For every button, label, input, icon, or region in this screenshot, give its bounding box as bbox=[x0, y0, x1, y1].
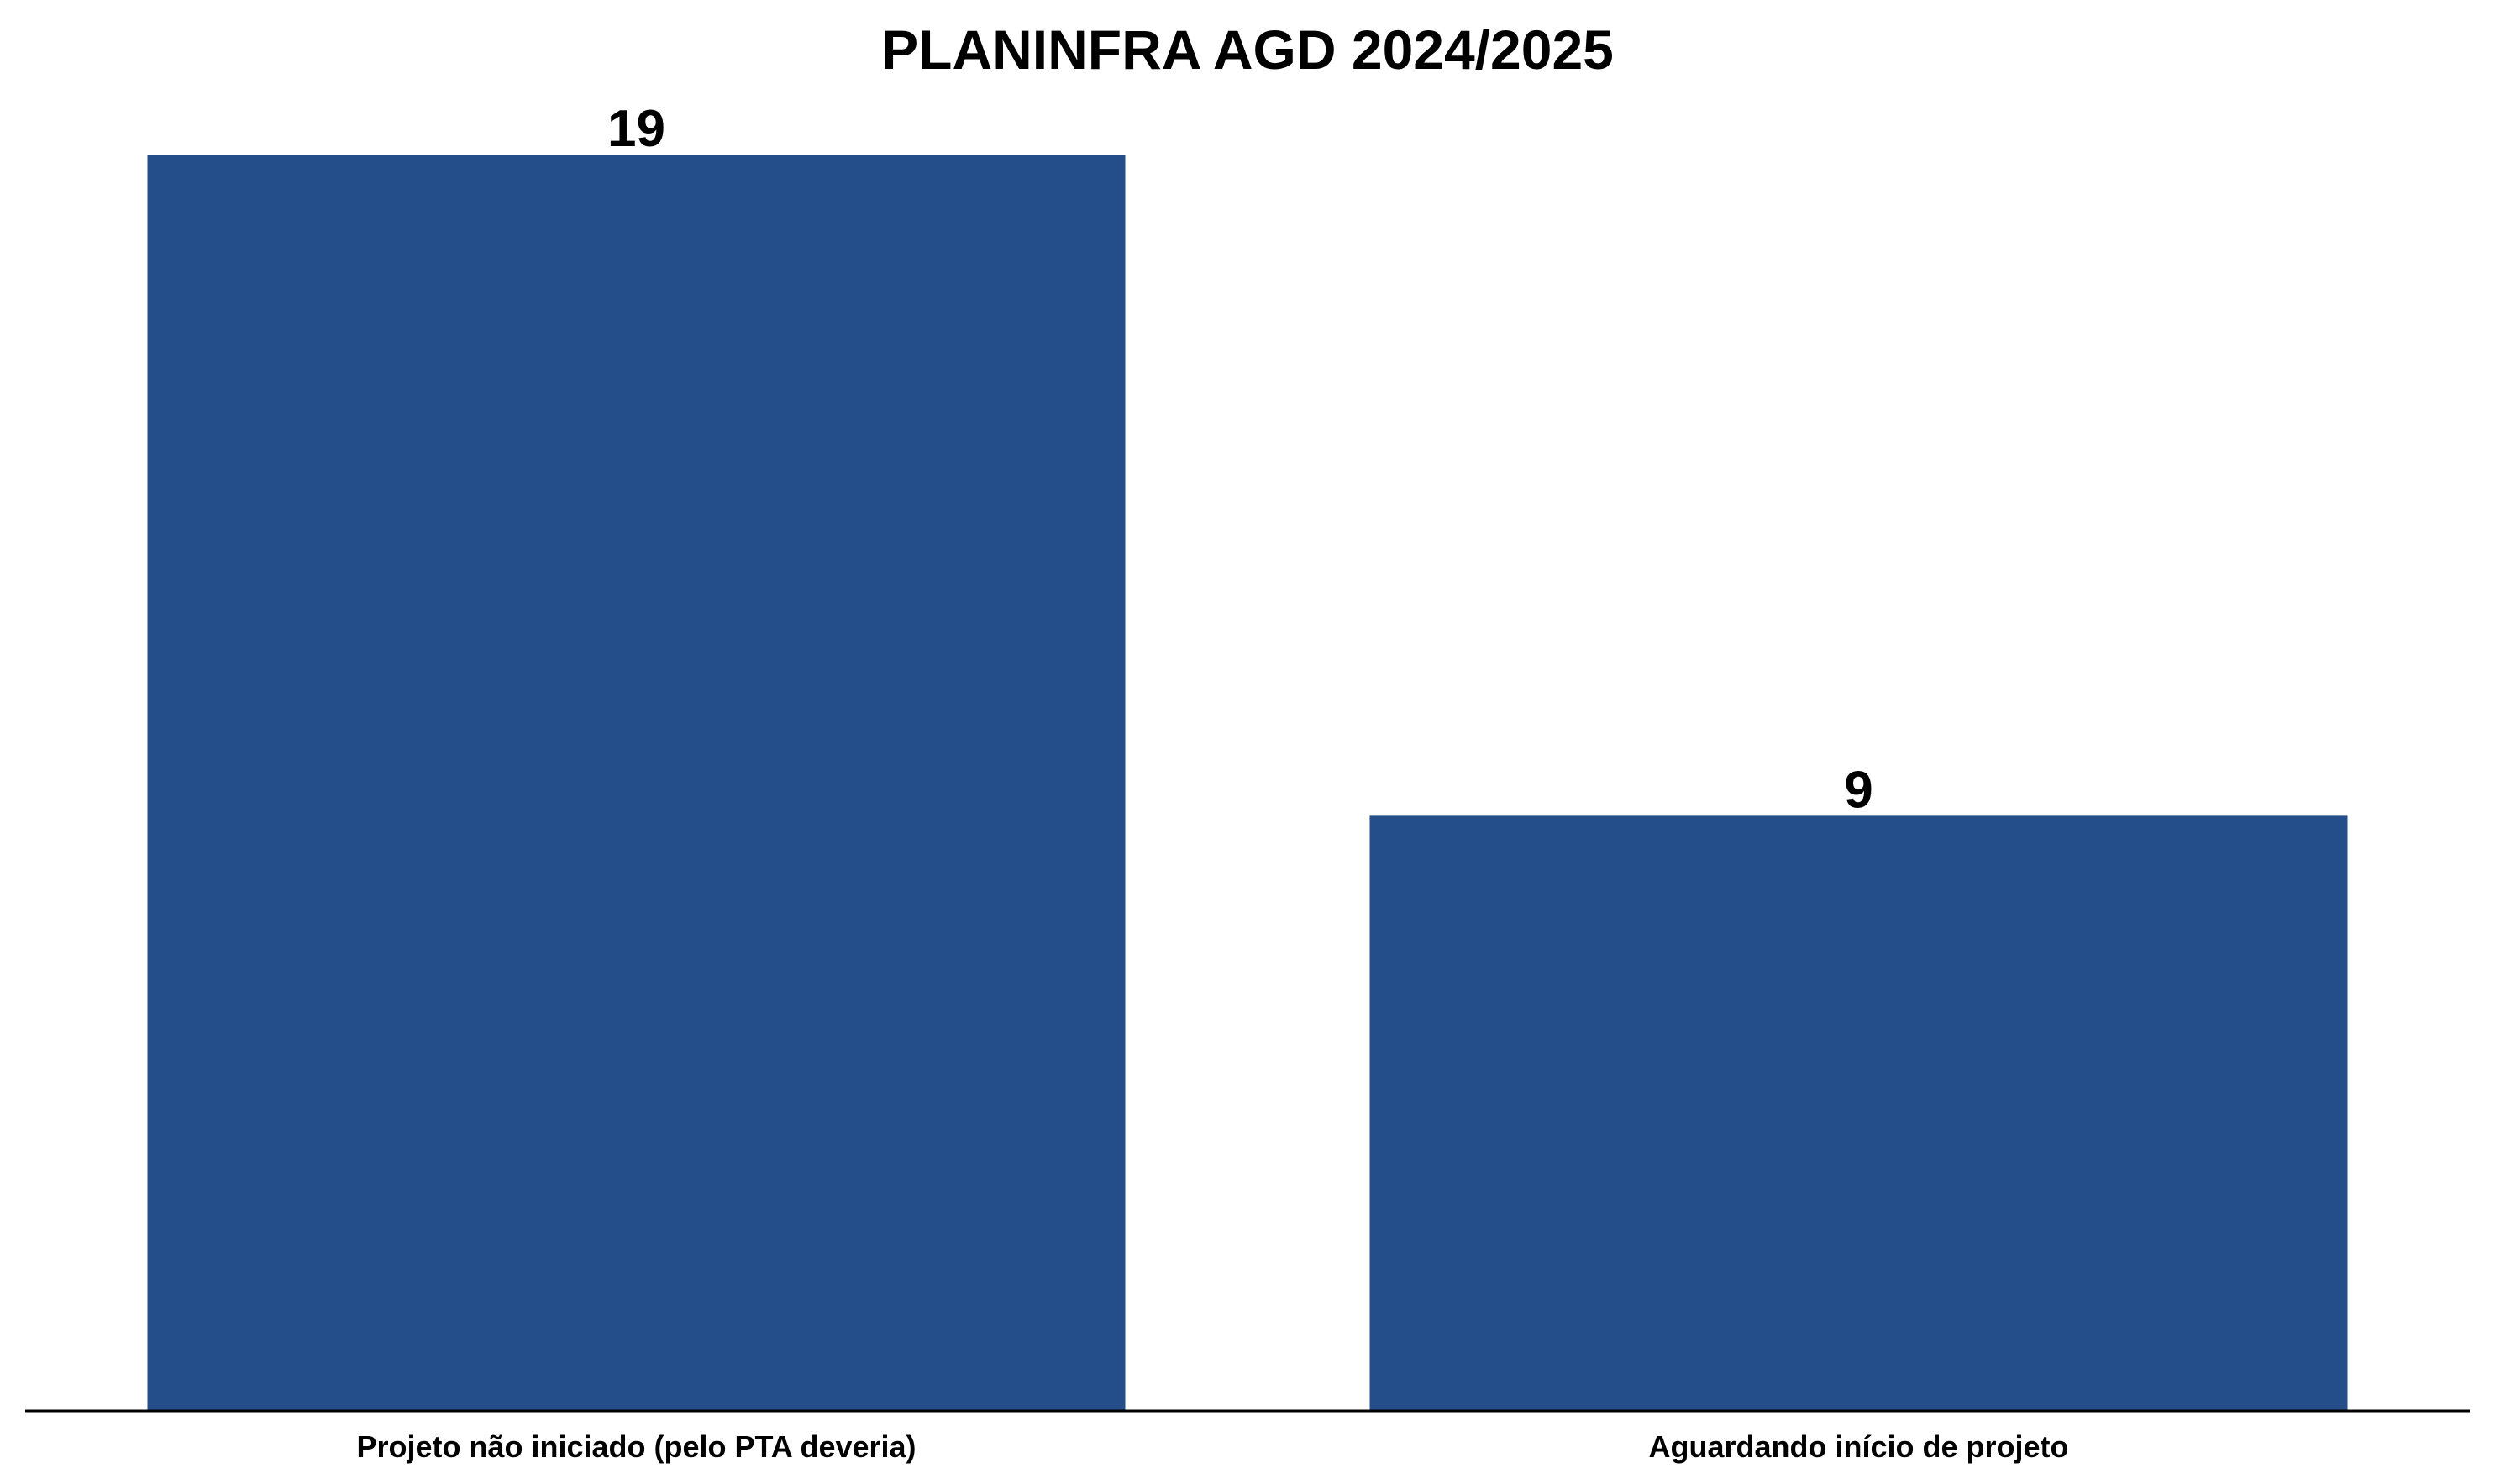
chart-title: PLANINFRA AGD 2024/2025 bbox=[881, 18, 1614, 81]
bar-value-label-1: 19 bbox=[607, 100, 665, 158]
x-tick-label-2: Aguardando início de projeto bbox=[1648, 1429, 2068, 1464]
bar-1 bbox=[147, 155, 1126, 1411]
bar-value-label-2: 9 bbox=[1844, 761, 1873, 819]
x-tick-labels-group: Projeto não iniciado (pelo PTA deveria) A… bbox=[356, 1429, 2068, 1464]
value-labels-group: 19 9 bbox=[607, 100, 1873, 819]
x-tick-label-1: Projeto não iniciado (pelo PTA deveria) bbox=[356, 1429, 916, 1464]
bar-2 bbox=[1369, 815, 2348, 1411]
bars-group bbox=[147, 155, 2348, 1411]
